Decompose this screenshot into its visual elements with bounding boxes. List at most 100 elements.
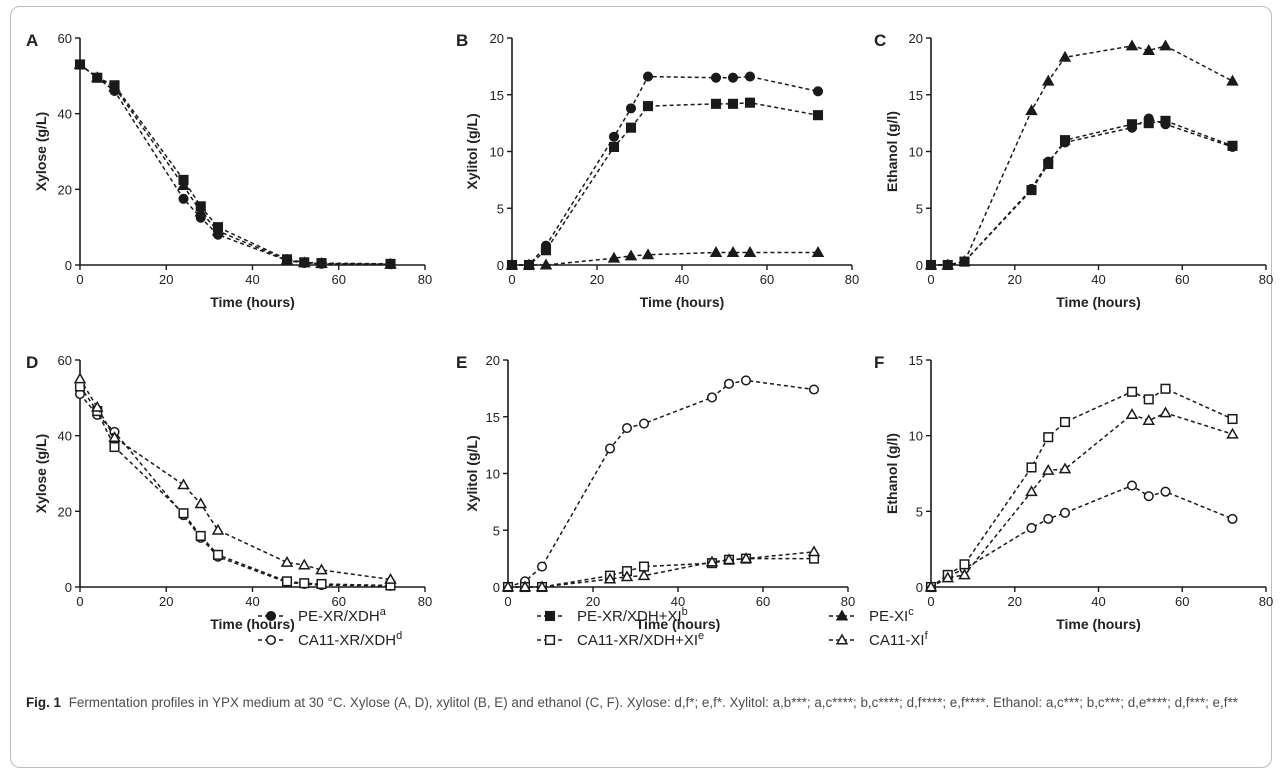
legend-item: CA11-XIf — [829, 630, 929, 649]
series-circle — [502, 375, 820, 593]
legend-marker — [544, 634, 556, 646]
data-point — [1142, 414, 1155, 425]
data-point — [315, 257, 328, 268]
x-axis-label: Time (hours) — [1056, 294, 1141, 310]
data-point — [177, 179, 190, 191]
series-line — [508, 557, 814, 588]
data-point — [1058, 50, 1072, 62]
data-point — [710, 72, 722, 83]
data-point — [1042, 464, 1055, 475]
series-line — [512, 75, 819, 266]
series-circle — [74, 59, 396, 270]
data-point — [501, 580, 515, 592]
data-point — [958, 255, 971, 267]
data-point — [1042, 74, 1055, 86]
y-tick-label: 10 — [909, 145, 923, 160]
series-line — [931, 120, 1233, 266]
data-point — [540, 245, 552, 256]
panel-letter: D — [26, 353, 38, 372]
panel-letter: F — [874, 353, 884, 372]
data-point — [625, 122, 637, 133]
data-point — [812, 86, 824, 97]
series-line — [507, 379, 815, 588]
x-axis-label: Time (hours) — [1056, 616, 1141, 632]
data-point — [73, 372, 87, 384]
data-point — [1043, 513, 1054, 524]
data-point — [1059, 416, 1071, 428]
data-point — [710, 98, 722, 109]
data-point — [811, 246, 825, 257]
data-point — [298, 558, 311, 570]
x-tick-label: 80 — [1259, 594, 1273, 609]
data-point — [74, 381, 86, 392]
data-point — [1143, 118, 1154, 129]
y-axis-label: Xylose (g/L) — [33, 434, 49, 513]
series-line — [79, 393, 391, 587]
legend-superscript: d — [396, 630, 402, 642]
y-tick-label: 15 — [486, 410, 500, 425]
data-point — [726, 246, 740, 257]
data-point — [1143, 394, 1154, 405]
panel-b: B 0 20 40 60 80 0 5 10 15 20 Time (hours) Xylitol (g… — [456, 31, 859, 310]
series-line — [79, 63, 391, 265]
y-axis-label: Xylitol (g/L) — [464, 113, 480, 189]
x-axis-label: Time (hours) — [210, 616, 295, 632]
series-square — [74, 59, 396, 269]
data-point — [740, 375, 752, 386]
x-tick-label: 0 — [927, 272, 934, 287]
y-tick-label: 0 — [65, 580, 72, 595]
x-tick-label: 60 — [332, 272, 346, 287]
series-line — [79, 378, 391, 581]
data-point — [959, 559, 970, 570]
x-tick-label: 40 — [245, 594, 259, 609]
y-tick-label: 60 — [58, 353, 72, 368]
series-line — [931, 117, 1233, 266]
panel-d: D 0 20 40 60 80 0 20 40 60 Time (hours) Xylose (g/L… — [26, 353, 432, 632]
data-point — [108, 80, 121, 92]
data-point — [1026, 522, 1037, 534]
x-tick-label: 20 — [1008, 272, 1022, 287]
series-line — [931, 45, 1233, 266]
data-point — [812, 110, 824, 121]
data-point — [1160, 383, 1171, 394]
legend-superscript: b — [682, 606, 688, 618]
data-point — [1226, 427, 1239, 439]
x-tick-label: 0 — [76, 272, 83, 287]
data-point — [743, 246, 757, 257]
data-point — [958, 568, 971, 580]
data-point — [1026, 185, 1037, 196]
panel-c: C 0 20 40 60 80 0 5 10 15 20 Time (hours) Ethanol (g… — [874, 31, 1273, 310]
data-point — [1227, 513, 1238, 524]
x-tick-label: 40 — [675, 272, 689, 287]
data-point — [727, 72, 739, 83]
x-tick-label: 60 — [1175, 594, 1189, 609]
data-point — [518, 580, 532, 592]
data-point — [722, 553, 736, 565]
legend: PE-XR/XDHa PE-XR/XDH+XIb PE-XIc CA11-XR/XDH… — [258, 606, 929, 649]
figure-caption: Fig. 1 Fermentation profiles in YPX medi… — [26, 693, 1256, 712]
data-point — [1159, 39, 1172, 51]
data-point — [723, 378, 735, 389]
y-tick-label: 20 — [58, 504, 72, 519]
data-point — [299, 578, 310, 589]
data-point — [315, 563, 328, 575]
y-tick-label: 20 — [58, 182, 72, 197]
data-point — [178, 508, 189, 519]
data-point — [607, 251, 621, 263]
data-point — [709, 246, 723, 257]
data-point — [73, 58, 87, 69]
y-tick-label: 10 — [486, 467, 500, 482]
data-point — [1025, 104, 1038, 116]
data-point — [539, 258, 553, 270]
caption-label: Fig. 1 — [26, 695, 61, 710]
panel-letter: C — [874, 31, 886, 50]
x-tick-label: 20 — [586, 594, 600, 609]
data-point — [1227, 140, 1238, 151]
x-tick-label: 80 — [418, 272, 432, 287]
x-tick-label: 0 — [76, 594, 83, 609]
series-line — [508, 551, 815, 588]
data-point — [1043, 158, 1054, 170]
series-line — [512, 101, 819, 266]
data-point — [211, 224, 225, 236]
figure-panels: A 0 20 40 60 80 0 20 40 60 Time (hours) Xylose (g/L… — [26, 31, 1273, 649]
